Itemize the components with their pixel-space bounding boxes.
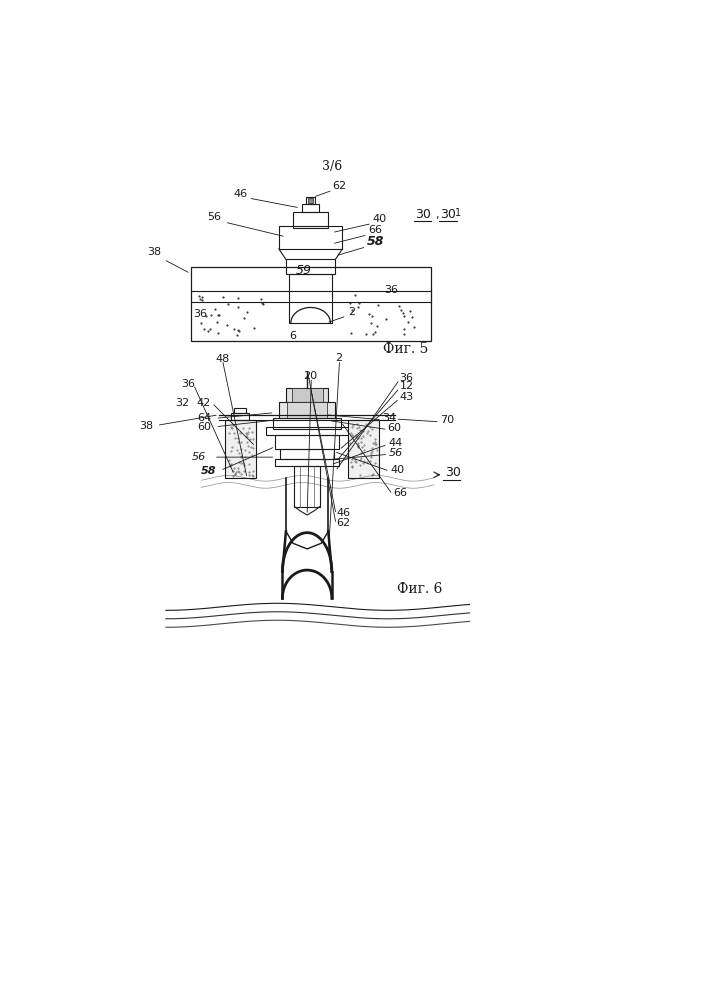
Text: 30: 30: [441, 208, 456, 221]
Text: 64: 64: [198, 414, 212, 424]
Bar: [275, 435, 339, 449]
Bar: [191, 267, 431, 341]
Text: 36: 36: [400, 373, 414, 383]
Text: ,: ,: [436, 210, 439, 220]
Bar: [280, 449, 334, 459]
Text: 30: 30: [445, 467, 460, 480]
Bar: [306, 197, 315, 204]
Text: 70: 70: [441, 416, 455, 426]
Text: 6: 6: [289, 332, 297, 342]
Text: 38: 38: [139, 421, 153, 431]
Bar: [289, 274, 332, 323]
Text: 62: 62: [336, 517, 350, 527]
Bar: [286, 260, 335, 274]
Text: 32: 32: [175, 398, 189, 408]
Bar: [225, 421, 256, 479]
Text: 56: 56: [207, 212, 221, 222]
Text: 40: 40: [372, 214, 386, 224]
Text: 30: 30: [415, 208, 431, 221]
Text: 2: 2: [335, 353, 342, 363]
Text: 36: 36: [193, 309, 208, 319]
Text: 20: 20: [304, 371, 318, 381]
Text: 34: 34: [382, 414, 396, 424]
Text: 66: 66: [368, 226, 382, 236]
Text: 48: 48: [215, 354, 229, 364]
Bar: [279, 402, 335, 419]
Text: 36: 36: [384, 285, 398, 295]
Bar: [294, 466, 320, 506]
Text: Фиг. 6: Фиг. 6: [397, 581, 443, 595]
Bar: [308, 198, 313, 203]
Text: Фиг. 5: Фиг. 5: [383, 342, 429, 356]
Text: 59: 59: [296, 264, 311, 277]
Bar: [234, 408, 246, 414]
Text: 36: 36: [181, 379, 195, 389]
Bar: [292, 388, 323, 402]
Text: 44: 44: [388, 438, 402, 448]
Bar: [266, 428, 348, 435]
Text: 56: 56: [192, 452, 206, 462]
Text: 38: 38: [147, 247, 161, 257]
Text: 43: 43: [400, 392, 414, 402]
Bar: [348, 421, 379, 479]
Text: 62: 62: [333, 181, 347, 191]
Text: 3/6: 3/6: [322, 160, 342, 173]
Text: 46: 46: [233, 189, 247, 199]
Text: 40: 40: [390, 465, 405, 475]
Bar: [302, 204, 319, 212]
Text: 58: 58: [366, 236, 384, 249]
Text: 46: 46: [336, 507, 350, 517]
Text: 66: 66: [393, 488, 407, 498]
Bar: [293, 212, 328, 228]
Bar: [275, 459, 339, 466]
Bar: [273, 419, 341, 429]
Text: 42: 42: [196, 398, 210, 408]
Text: 56: 56: [388, 448, 402, 458]
Text: 2: 2: [348, 307, 355, 317]
Bar: [231, 414, 249, 421]
Bar: [279, 227, 342, 249]
Text: 12: 12: [400, 382, 414, 392]
Text: 60: 60: [198, 422, 212, 432]
Text: 1: 1: [455, 208, 462, 218]
Text: 60: 60: [388, 423, 402, 433]
Bar: [287, 402, 327, 419]
Bar: [286, 388, 328, 402]
Text: 58: 58: [201, 467, 216, 477]
